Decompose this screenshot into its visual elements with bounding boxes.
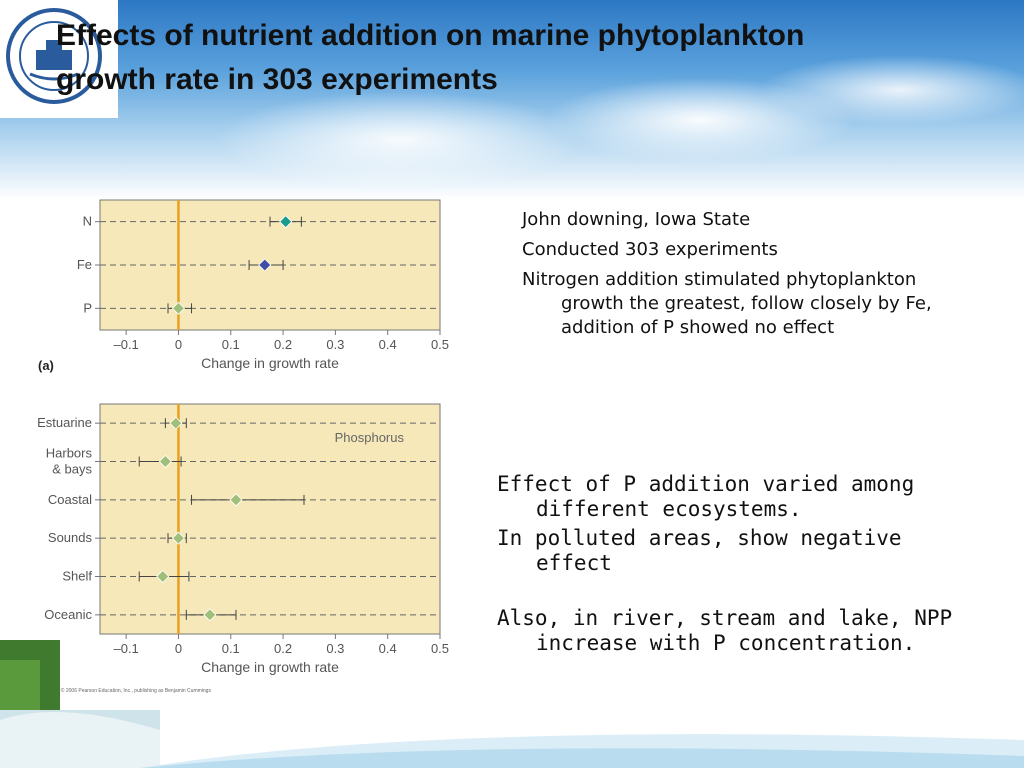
notes-bottom: Effect of P addition varied among differ… — [497, 472, 967, 660]
note-freshwater: Also, in river, stream and lake, NPP inc… — [497, 606, 953, 655]
x-tick-label: 0.3 — [326, 337, 344, 352]
y-tick-label-line: Fe — [77, 257, 92, 272]
chart-panel-b: Estuarine Harbors & bays Coastal Sounds Shelf… — [34, 396, 464, 704]
data-point-marker — [229, 493, 243, 507]
x-axis-label: Change in growth rate — [201, 355, 339, 371]
slide-title: Effects of nutrient addition on marine p… — [56, 14, 956, 102]
wave-decoration — [140, 700, 1024, 768]
note-author: John downing, Iowa State — [522, 209, 751, 230]
data-point-marker — [169, 416, 183, 430]
x-tick-label: 0 — [175, 337, 182, 352]
chart-a-svg: N Fe P –0.1 0 0.1 0.2 0.3 0.4 0.5 Change in growth… — [38, 199, 449, 373]
title-line-1: Effects of nutrient addition on marine p… — [56, 19, 805, 52]
y-tick-label: Harbors & bays — [46, 446, 93, 477]
y-tick-label: Shelf — [62, 569, 92, 584]
y-tick-label-line: Coastal — [48, 492, 92, 507]
sky-background — [0, 0, 1024, 200]
panel-label: (a) — [38, 358, 54, 373]
data-point-marker — [156, 569, 170, 584]
note-polluted: In polluted areas, show negative effect — [497, 526, 902, 575]
x-tick-label: 0.1 — [222, 337, 240, 352]
copyright-text: Copyright © 2006 Pearson Education, Inc.… — [38, 687, 211, 694]
plot-area — [99, 403, 441, 635]
x-tick-label: 0.5 — [431, 641, 449, 656]
chart-b-svg: Estuarine Harbors & bays Coastal Sounds Shelf… — [37, 403, 449, 694]
data-point-marker — [158, 454, 172, 469]
data-point-marker — [279, 215, 293, 229]
y-tick-label-line: Shelf — [62, 569, 92, 584]
y-tick-label-line: Oceanic — [44, 607, 92, 622]
note-nitrogen: Nitrogen addition stimulated phytoplankt… — [522, 269, 932, 338]
data-point-marker — [171, 531, 186, 545]
x-tick-label: 0.2 — [274, 337, 292, 352]
y-tick-label-line: P — [83, 300, 92, 315]
x-tick-label: 0 — [175, 641, 182, 656]
x-tick-label: 0.5 — [431, 337, 449, 352]
y-tick-label-line: Estuarine — [37, 415, 92, 430]
y-tick-label: Estuarine — [37, 415, 92, 430]
data-point-marker — [203, 608, 217, 622]
y-tick-label-line: Harbors — [46, 446, 93, 461]
y-tick-label: Sounds — [48, 530, 93, 545]
x-tick-label: 0.4 — [379, 337, 397, 352]
y-tick-label-line: N — [83, 214, 92, 229]
y-tick-label-line: Sounds — [48, 530, 93, 545]
university-logo — [0, 0, 118, 118]
x-tick-label: 0.2 — [274, 641, 292, 656]
data-point-marker — [171, 301, 186, 315]
note-experiments: Conducted 303 experiments — [522, 239, 778, 260]
x-tick-label: 0.1 — [222, 641, 240, 656]
y-tick-label: P — [83, 300, 92, 315]
y-tick-label: Coastal — [48, 492, 92, 507]
notes-top: John downing, Iowa State Conducted 303 e… — [522, 208, 962, 346]
y-tick-label: N — [83, 214, 92, 229]
y-tick-label-line: & bays — [52, 462, 92, 477]
chart-panel-a: N Fe P –0.1 0 0.1 0.2 0.3 0.4 0.5 Change in growth… — [34, 194, 464, 380]
chart-annotation: Phosphorus — [335, 430, 405, 445]
y-tick-label: Oceanic — [44, 607, 92, 622]
x-tick-label: 0.4 — [379, 641, 397, 656]
note-ecosystems: Effect of P addition varied among differ… — [497, 472, 915, 521]
x-tick-label: –0.1 — [113, 641, 138, 656]
data-point-marker — [258, 258, 272, 272]
x-tick-label: 0.3 — [326, 641, 344, 656]
title-line-2: growth rate in 303 experiments — [56, 63, 498, 96]
y-tick-label: Fe — [77, 257, 92, 272]
waterfall-decoration — [0, 640, 160, 768]
x-tick-label: –0.1 — [113, 337, 138, 352]
x-axis-label: Change in growth rate — [201, 659, 339, 675]
